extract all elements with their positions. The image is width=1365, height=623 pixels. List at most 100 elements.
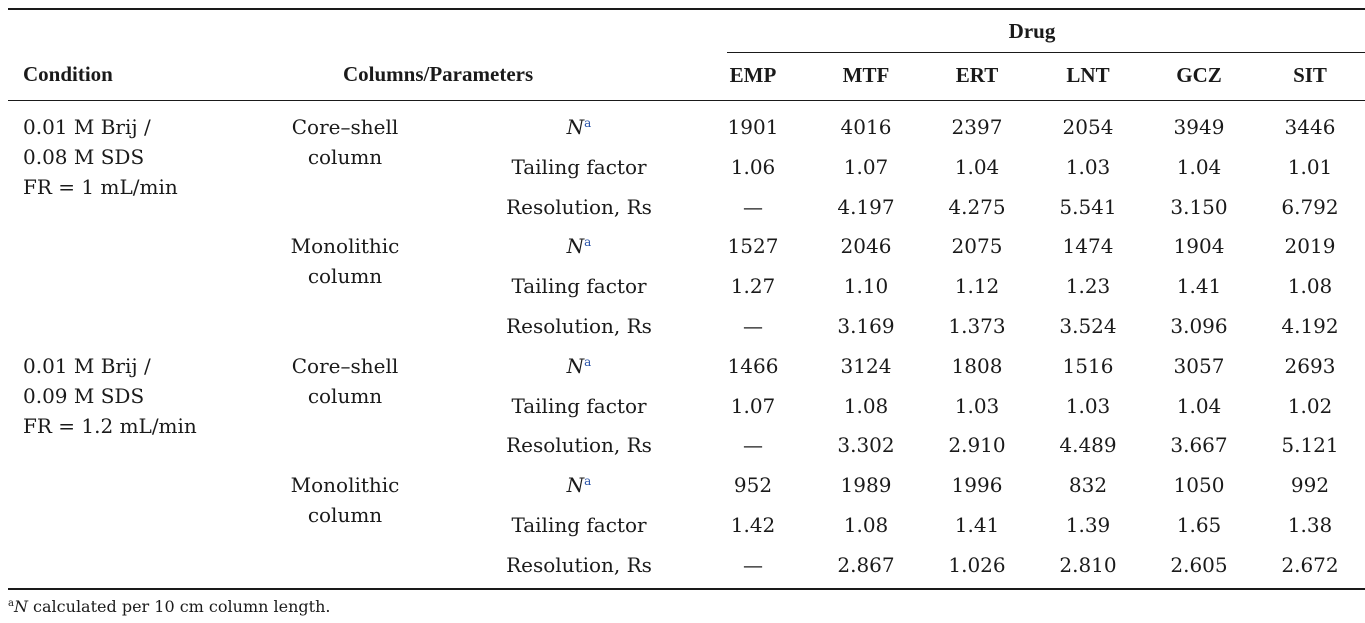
table-cell: 3.667 [1170, 433, 1228, 458]
parameter-label: Na [567, 355, 592, 377]
table-cell: 1.04 [1176, 154, 1222, 179]
footnote-text: calculated per 10 cm column length. [27, 597, 331, 616]
header-drug-lnt: LNT [1066, 63, 1110, 87]
table-cell: 4.275 [948, 194, 1006, 219]
column-name-line: column [307, 145, 383, 169]
condition-line: 0.01 M Brij / [23, 353, 151, 378]
table-cell: 6.792 [1281, 194, 1339, 219]
footnote-marker: a [8, 598, 14, 609]
table-cell: 1.03 [954, 393, 1000, 418]
table-cell: 3.169 [837, 314, 895, 338]
column-name-line: column [307, 383, 383, 408]
table-cell: 1.373 [948, 314, 1006, 338]
table-cell: 1.03 [1065, 154, 1111, 179]
column-name-line: column [307, 264, 383, 289]
table-cell: — [743, 552, 763, 577]
table-cell: 1.42 [730, 513, 776, 537]
table-cell: 2.672 [1281, 552, 1339, 577]
table-cell: 3.096 [1170, 314, 1228, 338]
table-cell: 3446 [1284, 115, 1336, 139]
table-cell: 1516 [1062, 353, 1114, 378]
condition-line: 0.01 M Brij / [23, 115, 151, 139]
table-cell: 1.65 [1176, 513, 1222, 537]
table-cell: 1.03 [1065, 393, 1111, 418]
footnote-symbol: N [13, 597, 28, 616]
condition-line: 0.09 M SDS [23, 383, 145, 408]
footnote-ref: a [584, 116, 592, 130]
table-cell: 952 [733, 473, 773, 498]
table-cell: 2397 [951, 115, 1003, 139]
column-name-line: Core–shell [291, 353, 399, 378]
table-cell: — [743, 314, 763, 338]
table-cell: 2.810 [1059, 552, 1117, 577]
table-cell: 1808 [951, 353, 1003, 378]
column-name-line: Core–shell [291, 115, 399, 139]
table-cell: 3124 [840, 353, 892, 378]
table-cell: 1.23 [1065, 274, 1111, 299]
parameter-symbol: N [566, 115, 585, 139]
table-cell: 3057 [1173, 353, 1225, 378]
table-cell: 1901 [727, 115, 779, 139]
table-cell: 1.08 [843, 513, 889, 537]
parameter-label: Tailing factor [511, 393, 647, 418]
table-bottom-rule [8, 588, 1365, 590]
parameter-label: Resolution, Rs [506, 433, 652, 458]
parameter-label: Na [567, 116, 592, 138]
parameter-label: Tailing factor [511, 513, 647, 537]
column-name-line: column [307, 503, 383, 528]
parameter-label: Resolution, Rs [506, 314, 652, 338]
table-cell: — [743, 194, 763, 219]
header-drug-sit: SIT [1293, 63, 1327, 87]
table-cell: 1904 [1173, 234, 1225, 259]
table-cell: 1050 [1173, 473, 1225, 498]
table-cell: 2.910 [948, 433, 1006, 458]
table-cell: 1.01 [1287, 154, 1333, 179]
drug-spanner-rule [727, 52, 1365, 53]
table-cell: 2.867 [837, 552, 895, 577]
table-cell: 1.04 [1176, 393, 1222, 418]
parameter-label: Na [567, 235, 592, 257]
table-cell: 2693 [1284, 353, 1336, 378]
parameter-label: Resolution, Rs [506, 194, 652, 219]
table-cell: 2019 [1284, 234, 1336, 259]
table-cell: 1.026 [948, 552, 1006, 577]
table-cell: 1.38 [1287, 513, 1333, 537]
header-bottom-rule [8, 100, 1365, 101]
table-cell: 4016 [840, 115, 892, 139]
table-cell: 1.04 [954, 154, 1000, 179]
header-condition: Condition [23, 62, 113, 86]
table-cell: 1474 [1062, 234, 1114, 259]
header-drug-mtf: MTF [842, 63, 890, 87]
column-name-line: Monolithic [290, 473, 400, 498]
table-top-rule [8, 8, 1365, 10]
parameter-label: Tailing factor [511, 154, 647, 179]
table-cell: 3.302 [837, 433, 895, 458]
table-cell: 2.605 [1170, 552, 1228, 577]
parameter-label: Na [567, 474, 592, 496]
table-cell: 1.07 [730, 393, 776, 418]
parameter-label: Tailing factor [511, 274, 647, 299]
table-cell: 3949 [1173, 115, 1225, 139]
table-cell: 2046 [840, 234, 892, 259]
table-cell: 4.192 [1281, 314, 1339, 338]
table-cell: 1.06 [730, 154, 776, 179]
parameter-symbol: N [566, 234, 585, 259]
header-drug-ert: ERT [955, 63, 999, 87]
table-cell: 5.121 [1281, 433, 1339, 458]
table-cell: 1989 [840, 473, 892, 498]
table-cell: 1527 [727, 234, 779, 259]
table-cell: 1.12 [954, 274, 1000, 299]
footnote-ref: a [584, 474, 592, 489]
table-cell: 992 [1290, 473, 1330, 498]
table-cell: 1.41 [954, 513, 1000, 537]
table-cell: 4.197 [837, 194, 895, 219]
parameter-symbol: N [566, 353, 585, 378]
condition-line: FR = 1.2 mL/min [23, 413, 197, 438]
table-cell: 1.27 [730, 274, 776, 299]
parameter-label: Resolution, Rs [506, 552, 652, 577]
condition-line: 0.08 M SDS [23, 145, 145, 169]
table-cell: 2054 [1062, 115, 1114, 139]
column-name-line: Monolithic [290, 234, 400, 259]
table-cell: 1.08 [1287, 274, 1333, 299]
parameter-symbol: N [566, 473, 585, 498]
